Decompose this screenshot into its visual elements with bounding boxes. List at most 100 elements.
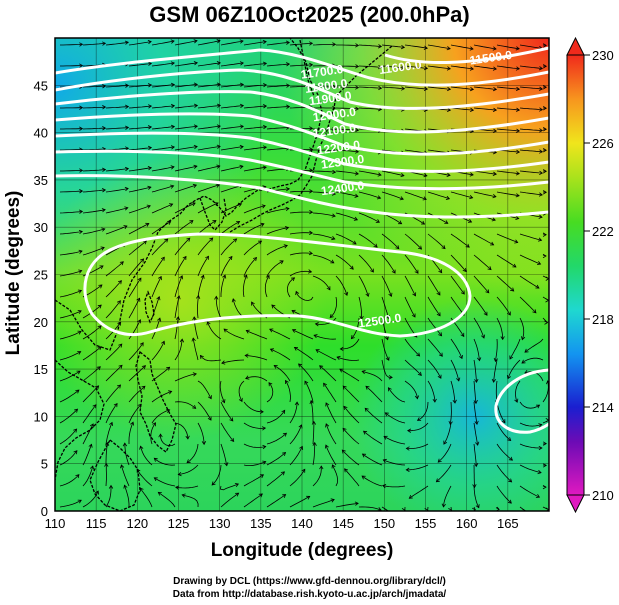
streamline: [496, 86, 520, 90]
colorbar-top-arrow: [566, 36, 585, 56]
streamline-arrowhead: [79, 126, 84, 131]
streamline-arrowhead: [262, 39, 267, 45]
colorbar: 230 226 222 218 214 210: [566, 36, 614, 514]
streamline: [404, 191, 427, 200]
streamline: [473, 422, 479, 446]
streamline-arrowhead: [377, 172, 382, 177]
streamline: [105, 365, 123, 382]
philippines-coastline: [135, 350, 177, 453]
streamline: [105, 384, 121, 403]
streamline: [381, 359, 393, 378]
streamline: [197, 275, 204, 298]
colorbar-gradient: [566, 54, 585, 496]
streamline-arrowhead: [92, 404, 97, 409]
streamline-arrowhead: [147, 61, 153, 66]
streamline-arrowhead: [332, 42, 337, 47]
streamline: [381, 191, 404, 200]
streamline: [358, 296, 362, 320]
streamline: [82, 346, 102, 361]
streamline-arrowhead: [285, 186, 290, 192]
streamline: [82, 228, 105, 235]
streamline: [128, 258, 144, 277]
streamline: [358, 44, 382, 47]
y-tick-label: 10: [34, 409, 48, 424]
streamline-arrowhead: [388, 375, 393, 380]
streamline-arrowhead: [492, 128, 498, 134]
streamline-arrowhead: [73, 450, 78, 455]
streamline: [289, 211, 313, 214]
streamline: [427, 44, 451, 50]
streamline-arrowhead: [78, 269, 83, 274]
map-title: GSM 06Z10Oct2025 (200.0hPa): [149, 2, 470, 27]
streamline: [519, 422, 542, 427]
streamline-arrowhead: [354, 171, 359, 176]
streamline: [197, 125, 221, 130]
streamline: [178, 464, 199, 475]
streamline: [59, 450, 78, 466]
streamline: [220, 492, 239, 508]
streamline-arrowhead: [224, 462, 229, 467]
streamline-arrowhead: [118, 343, 123, 348]
streamline: [427, 65, 451, 70]
streamline-arrowhead: [332, 84, 337, 90]
streamline-arrowhead: [191, 202, 196, 207]
streamline-arrowhead: [102, 126, 107, 131]
streamline: [427, 233, 446, 249]
streamline: [449, 401, 452, 425]
streamline-arrowhead: [234, 483, 240, 487]
streamline: [381, 65, 405, 69]
streamline-arrowhead: [259, 474, 265, 479]
streamline-arrowhead: [258, 240, 263, 245]
streamline: [342, 385, 360, 403]
streamline-arrowhead: [265, 274, 270, 280]
streamline: [160, 434, 176, 447]
streamline: [220, 256, 233, 277]
streamline-arrowhead: [524, 348, 529, 353]
streamline: [473, 233, 494, 246]
streamline-arrowhead: [460, 290, 465, 295]
streamline: [105, 225, 128, 235]
streamline-arrowhead: [139, 445, 144, 450]
streamline-arrowhead: [123, 225, 128, 230]
streamline-arrowhead: [205, 255, 209, 260]
streamline-arrowhead: [506, 375, 511, 380]
streamline-arrowhead: [384, 336, 389, 341]
streamline: [243, 223, 265, 235]
streamline-arrowhead: [493, 357, 499, 363]
streamline: [515, 380, 521, 403]
streamline-arrowhead: [152, 422, 156, 427]
streamline-arrowhead: [536, 404, 541, 409]
streamline: [496, 128, 520, 132]
streamline-arrowhead: [474, 420, 479, 425]
streamline-arrowhead: [118, 364, 123, 369]
streamline-arrowhead: [239, 82, 245, 87]
streamline-arrowhead: [273, 364, 278, 369]
streamline: [519, 65, 543, 69]
streamline-arrowhead: [359, 315, 364, 320]
streamline: [358, 254, 374, 273]
streamline: [197, 220, 217, 235]
streamline: [312, 170, 336, 173]
streamline-arrowhead: [294, 401, 300, 406]
streamline: [243, 105, 267, 109]
streamline: [496, 254, 517, 268]
streamline: [292, 329, 314, 340]
streamline-arrowhead: [331, 191, 337, 196]
streamline-arrowhead: [280, 471, 285, 476]
x-tick-label: 160: [456, 516, 478, 531]
streamline: [174, 275, 183, 298]
streamline: [220, 274, 226, 297]
streamline-arrowhead: [515, 215, 520, 220]
streamline-arrowhead: [186, 459, 191, 464]
streamline-arrowhead: [229, 417, 234, 422]
streamline: [473, 317, 485, 339]
streamline: [243, 205, 266, 214]
streamline: [473, 86, 497, 90]
streamline: [342, 428, 360, 445]
streamline: [335, 254, 354, 270]
streamline: [406, 464, 429, 471]
streamline: [243, 257, 257, 277]
streamline: [404, 233, 422, 250]
streamline: [266, 432, 287, 445]
streamline-arrowhead: [474, 378, 479, 383]
